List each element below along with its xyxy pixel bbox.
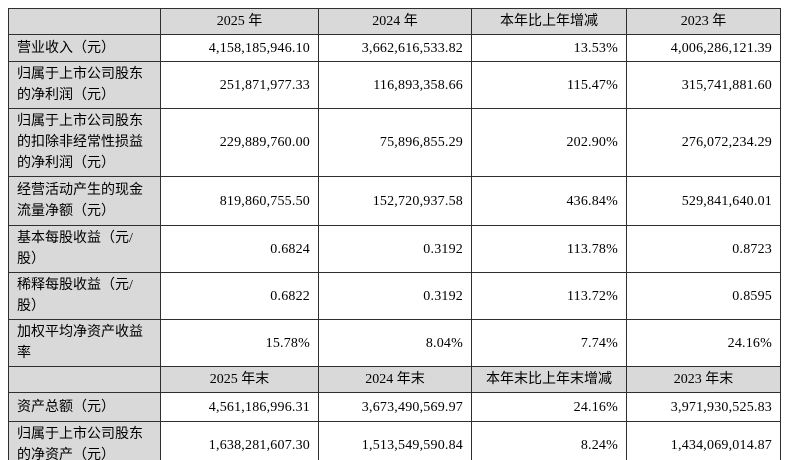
row-label: 资产总额（元） [8,392,161,422]
header-cell-2024-year-end: 2024 年末 [318,366,472,393]
table-row-diluted-eps: 稀释每股收益（元/股） 0.6822 0.3192 113.72% 0.8595 [8,272,781,320]
table-row-basic-eps: 基本每股收益（元/股） 0.6824 0.3192 113.78% 0.8723 [8,225,781,273]
header-cell-2025-year-end: 2025 年末 [160,366,319,393]
value-yoy-change: 113.72% [471,272,627,320]
value-yoy-change: 8.24% [471,421,627,460]
table-row-net-assets: 归属于上市公司股东的净资产（元） 1,638,281,607.30 1,513,… [8,421,781,460]
value-2024: 8.04% [318,319,472,367]
table-row-total-assets: 资产总额（元） 4,561,186,996.31 3,673,490,569.9… [8,392,781,422]
table-row-operating-cash-flow: 经营活动产生的现金流量净额（元） 819,860,755.50 152,720,… [8,176,781,226]
row-label: 归属于上市公司股东的净利润（元） [8,61,161,109]
value-2024: 75,896,855.29 [318,108,472,177]
value-2025: 1,638,281,607.30 [160,421,319,460]
value-2023: 315,741,881.60 [626,61,781,109]
value-yoy-change: 7.74% [471,319,627,367]
value-2025: 251,871,977.33 [160,61,319,109]
value-2025: 4,561,186,996.31 [160,392,319,422]
header-cell-2023: 2023 年 [626,8,781,35]
value-2025: 229,889,760.00 [160,108,319,177]
value-2024: 116,893,358.66 [318,61,472,109]
value-yoy-change: 113.78% [471,225,627,273]
value-2024: 3,673,490,569.97 [318,392,472,422]
header-cell-yoy-change: 本年比上年增减 [471,8,627,35]
row-label: 归属于上市公司股东的净资产（元） [8,421,161,460]
table-row-net-profit-excl-nonrecurring: 归属于上市公司股东的扣除非经常性损益的净利润（元） 229,889,760.00… [8,108,781,177]
value-2025: 819,860,755.50 [160,176,319,226]
header-cell-year-end-change: 本年末比上年末增减 [471,366,627,393]
key-financial-data-table: 2025 年 2024 年 本年比上年增减 2023 年 营业收入（元） 4,1… [8,8,781,460]
value-2023: 529,841,640.01 [626,176,781,226]
row-label: 营业收入（元） [8,34,161,62]
value-yoy-change: 24.16% [471,392,627,422]
value-2023: 3,971,930,525.83 [626,392,781,422]
value-yoy-change: 13.53% [471,34,627,62]
header-cell-2024: 2024 年 [318,8,472,35]
table-row-net-profit: 归属于上市公司股东的净利润（元） 251,871,977.33 116,893,… [8,61,781,109]
value-2025: 0.6822 [160,272,319,320]
row-label: 稀释每股收益（元/股） [8,272,161,320]
value-2023: 4,006,286,121.39 [626,34,781,62]
value-2023: 24.16% [626,319,781,367]
row-label: 基本每股收益（元/股） [8,225,161,273]
header-cell-empty [8,366,161,393]
value-2023: 0.8723 [626,225,781,273]
table-row-weighted-avg-roe: 加权平均净资产收益率 15.78% 8.04% 7.74% 24.16% [8,319,781,367]
header-cell-2025: 2025 年 [160,8,319,35]
value-2025: 0.6824 [160,225,319,273]
value-2024: 3,662,616,533.82 [318,34,472,62]
value-2024: 0.3192 [318,272,472,320]
value-2024: 0.3192 [318,225,472,273]
header-cell-2023-year-end: 2023 年末 [626,366,781,393]
value-2025: 4,158,185,946.10 [160,34,319,62]
value-yoy-change: 202.90% [471,108,627,177]
value-2024: 152,720,937.58 [318,176,472,226]
value-yoy-change: 115.47% [471,61,627,109]
header-cell-empty [8,8,161,35]
row-label: 加权平均净资产收益率 [8,319,161,367]
table-row-revenue: 营业收入（元） 4,158,185,946.10 3,662,616,533.8… [8,34,781,62]
value-2025: 15.78% [160,319,319,367]
value-yoy-change: 436.84% [471,176,627,226]
value-2023: 0.8595 [626,272,781,320]
row-label: 经营活动产生的现金流量净额（元） [8,176,161,226]
row-label: 归属于上市公司股东的扣除非经常性损益的净利润（元） [8,108,161,177]
value-2024: 1,513,549,590.84 [318,421,472,460]
table-header-row-year-end: 2025 年末 2024 年末 本年末比上年末增减 2023 年末 [8,366,781,393]
value-2023: 276,072,234.29 [626,108,781,177]
value-2023: 1,434,069,014.87 [626,421,781,460]
table-header-row-annual: 2025 年 2024 年 本年比上年增减 2023 年 [8,8,781,35]
